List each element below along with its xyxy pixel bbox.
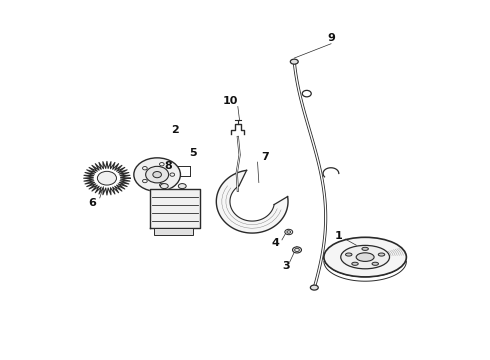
Ellipse shape bbox=[341, 246, 390, 269]
Polygon shape bbox=[216, 170, 288, 233]
Ellipse shape bbox=[345, 253, 352, 256]
Ellipse shape bbox=[356, 253, 374, 261]
Ellipse shape bbox=[134, 158, 180, 192]
Text: 6: 6 bbox=[89, 198, 97, 208]
Text: 8: 8 bbox=[164, 161, 172, 171]
Text: 2: 2 bbox=[171, 125, 179, 135]
Polygon shape bbox=[150, 189, 200, 228]
Ellipse shape bbox=[153, 171, 161, 178]
Text: 9: 9 bbox=[327, 33, 335, 43]
Text: 3: 3 bbox=[282, 261, 290, 271]
Text: 10: 10 bbox=[223, 96, 238, 106]
Ellipse shape bbox=[291, 59, 298, 64]
Ellipse shape bbox=[178, 184, 186, 189]
Text: 7: 7 bbox=[261, 152, 269, 162]
Text: 4: 4 bbox=[271, 238, 279, 248]
Text: 5: 5 bbox=[189, 148, 197, 158]
Ellipse shape bbox=[160, 184, 168, 189]
Bar bbox=[153, 228, 193, 235]
Ellipse shape bbox=[310, 285, 318, 290]
Ellipse shape bbox=[293, 247, 301, 253]
Ellipse shape bbox=[324, 237, 406, 277]
Ellipse shape bbox=[98, 171, 117, 185]
Ellipse shape bbox=[362, 247, 368, 251]
Ellipse shape bbox=[378, 253, 385, 256]
Ellipse shape bbox=[146, 166, 169, 183]
Text: 1: 1 bbox=[334, 231, 342, 240]
Ellipse shape bbox=[285, 229, 293, 235]
Ellipse shape bbox=[352, 262, 358, 265]
Ellipse shape bbox=[372, 262, 378, 265]
